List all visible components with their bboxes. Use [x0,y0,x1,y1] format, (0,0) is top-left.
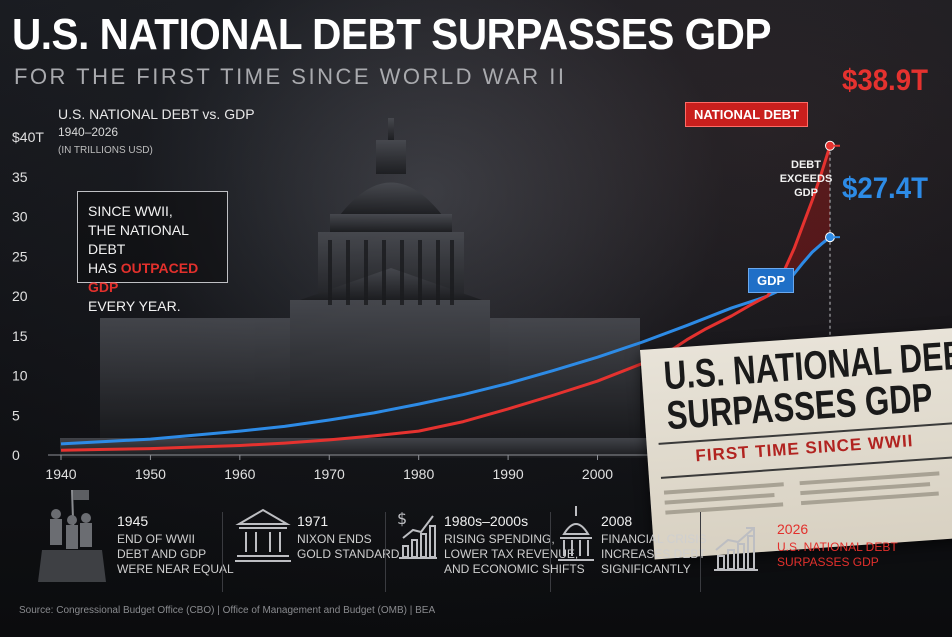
series-line-gdp [60,235,831,446]
exceeds-line: EXCEEDS [779,173,833,185]
y-tick-label: 30 [12,209,28,225]
x-tick-label: 1980 [403,466,434,482]
y-tick-label: $40T [12,129,44,145]
y-tick-label: 35 [12,169,28,185]
newspaper-text-line [664,492,775,505]
callout-highlight: OUTPACED GDP [88,260,199,295]
timeline-text: LOWER TAX REVENUE, [444,547,579,561]
bank-building-icon [235,508,291,562]
x-tick-label: 2000 [582,466,613,482]
timeline-text: AND ECONOMIC SHIFTS [444,562,585,576]
timeline-item-1980s-2000s: 1980s–2000s RISING SPENDING, LOWER TAX R… [444,514,585,577]
svg-text:$: $ [397,509,407,528]
chart-units: (IN TRILLIONS USD) [58,145,153,156]
iwo-jima-memorial-icon [38,489,106,582]
callout-line: THE NATIONAL DEBT [88,222,189,257]
timeline-text: RISING SPENDING, [444,532,555,546]
x-tick-label: 1950 [135,466,166,482]
series-end-point [825,232,835,243]
timeline-year: 2026 [777,521,809,537]
timeline-year: 1980s–2000s [444,513,529,529]
callout-line: EVERY YEAR. [88,298,181,314]
y-tick-label: 15 [12,328,28,344]
newspaper-headline: U.S. NATIONAL DEBT SURPASSES GDP [662,332,952,438]
x-tick-label: 1990 [493,466,524,482]
timeline-item-2026: 2026 U.S. NATIONAL DEBT SURPASSES GDP [777,522,898,570]
gdp-end-value: $27.4T [842,172,928,205]
page-subtitle: FOR THE FIRST TIME SINCE WORLD WAR II [14,64,567,89]
timeline-text: WERE NEAR EQUAL [117,562,234,576]
timeline-item-1945: 1945 END OF WWII DEBT AND GDP WERE NEAR … [117,514,234,577]
debt-exceeds-gdp-label: DEBT EXCEEDS GDP [770,158,842,200]
timeline-text: GOLD STANDARD [297,547,400,561]
page-title: U.S. NATIONAL DEBT SURPASSES GDP [12,10,771,59]
exceeds-line: GDP [794,187,818,199]
timeline-divider [222,512,223,592]
timeline-text: DEBT AND GDP [117,547,207,561]
timeline-divider [550,512,551,592]
y-tick-label: 25 [12,248,28,264]
timeline-text: FINANCIAL CRISIS [601,532,707,546]
y-tick-label: 10 [12,368,28,384]
y-tick-label: 5 [12,407,20,423]
callout-line: SINCE WWII, [88,203,173,219]
timeline-divider [700,512,701,592]
timeline-item-1971: 1971 NIXON ENDS GOLD STANDARD [297,514,399,562]
callout-line: HAS [88,260,117,276]
x-tick-label: 1960 [224,466,255,482]
timeline-text: SURPASSES GDP [777,555,879,569]
y-tick-label: 0 [12,447,20,463]
timeline-text: END OF WWII [117,532,195,546]
timeline-item-2008: 2008 FINANCIAL CRISIS INCREASES DEBT SIG… [601,514,707,577]
timeline-text: U.S. NATIONAL DEBT [777,540,898,554]
source-note: Source: Congressional Budget Office (CBO… [19,605,436,616]
dollar-growth-chart-icon: $ [397,509,437,559]
timeline-year: 1971 [297,513,329,529]
series-end-point [825,140,835,151]
chart-year-range: 1940–2026 [58,125,119,139]
y-tick-label: 20 [12,288,28,304]
x-tick-label: 1970 [314,466,345,482]
exceeds-line: DEBT [791,159,821,171]
timeline-year: 2008 [601,513,633,529]
timeline-year: 1945 [117,513,149,529]
capitol-dome-icon [558,506,594,561]
timeline-text: NIXON ENDS [297,532,372,546]
x-tick-label: 1940 [45,466,76,482]
newspaper-text-line [665,502,784,515]
national-debt-tag: NATIONAL DEBT [685,102,808,127]
timeline-text: SIGNIFICANTLY [601,562,691,576]
bar-chart-arrow-icon [714,527,758,571]
chart-title: U.S. NATIONAL DEBT vs. GDP [58,106,255,122]
timeline-text: INCREASES DEBT [601,547,706,561]
since-wwii-callout: SINCE WWII, THE NATIONAL DEBT HAS OUTPAC… [77,191,228,314]
gdp-tag: GDP [748,268,795,293]
debt-end-value: $38.9T [842,64,928,97]
timeline-divider [385,512,386,592]
